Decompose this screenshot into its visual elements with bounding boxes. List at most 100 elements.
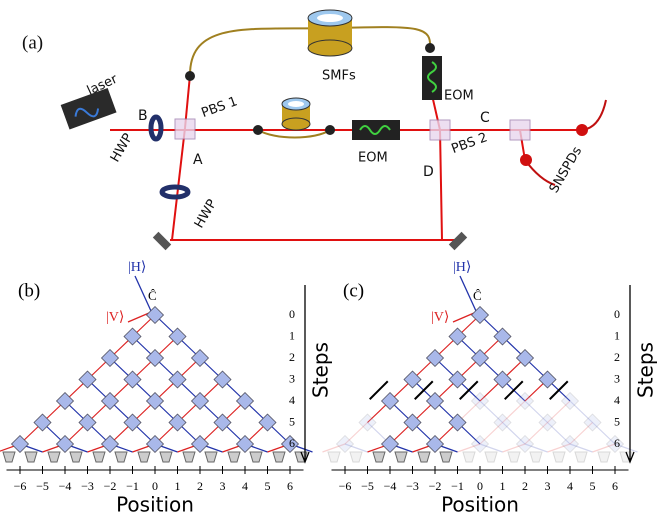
barrier	[369, 380, 389, 400]
step-tick-label: 0	[289, 307, 295, 321]
detector	[529, 451, 543, 463]
detector	[272, 451, 286, 463]
coin-label: Ĉ	[148, 288, 157, 303]
beam-splitter	[448, 413, 467, 432]
position-tick-label: 0	[477, 479, 483, 493]
position-tick-label: −5	[361, 479, 374, 493]
beam-splitter	[538, 370, 557, 389]
input-beam	[452, 312, 475, 323]
position-tick-label: 5	[265, 479, 271, 493]
step-tick-label: 3	[614, 371, 620, 385]
detector	[484, 451, 498, 463]
beam-splitter	[280, 434, 300, 454]
beam-splitter	[55, 434, 75, 454]
beam-path	[502, 400, 526, 423]
label: C	[480, 110, 490, 126]
coin-label: Ĉ	[473, 288, 482, 303]
input-beam	[127, 312, 150, 323]
beam-splitter	[145, 348, 165, 368]
beam-splitter	[560, 434, 580, 454]
mirror	[152, 231, 468, 251]
beam-splitter	[100, 348, 120, 368]
input-label: |H⟩	[453, 260, 471, 275]
detector	[137, 451, 151, 463]
fiber-spool	[281, 97, 311, 131]
beam-splitter	[470, 348, 490, 368]
panel-label: (a)	[22, 32, 43, 53]
label: EOM	[444, 89, 474, 104]
position-tick-label: 2	[197, 479, 203, 493]
label: HWP	[192, 197, 220, 231]
detector	[24, 451, 38, 463]
detector	[574, 451, 588, 463]
steps-axis	[625, 285, 635, 464]
beam-splitter	[515, 391, 535, 411]
label: B	[138, 108, 148, 124]
position-tick-label: −2	[104, 479, 117, 493]
beam-path	[547, 443, 571, 453]
beam-splitter	[190, 348, 210, 368]
detector	[69, 451, 83, 463]
beam-splitter	[123, 413, 142, 432]
walk-panel: (c)|H⟩Ĉ|V⟩−6 −5 −4 −3 −2 −1 0 1 2 3 4 5 6Position012…	[322, 260, 658, 516]
beam-splitter	[213, 370, 232, 389]
barrier	[459, 380, 479, 400]
beam-splitter	[213, 413, 232, 432]
input-label: |V⟩	[431, 310, 449, 325]
detector	[462, 451, 476, 463]
beam-splitter	[10, 434, 30, 454]
step-tick-label: 2	[289, 350, 295, 364]
beam-splitter	[78, 370, 97, 389]
position-tick-label: 0	[152, 479, 158, 493]
step-tick-label: 3	[289, 371, 295, 385]
position-tick-label: 4	[567, 479, 573, 493]
beam-path	[547, 400, 571, 423]
axis-title: Position	[441, 493, 519, 516]
steps-axis	[300, 285, 310, 464]
laser-box	[60, 87, 117, 130]
label: SNSPDs	[547, 144, 586, 196]
detector	[372, 451, 386, 463]
step-tick-label: 1	[614, 328, 620, 342]
beam-path	[457, 443, 481, 453]
panel-label: (c)	[343, 280, 364, 301]
label: SMFs	[322, 69, 356, 84]
detector	[204, 451, 218, 463]
axis-title: Steps	[309, 342, 333, 398]
position-tick-label: −1	[451, 479, 464, 493]
beam-splitter	[100, 391, 120, 411]
detector	[47, 451, 61, 463]
beam-path	[524, 400, 548, 423]
detector	[417, 451, 431, 463]
axis-title: Position	[116, 493, 194, 516]
beam-splitter	[123, 370, 142, 389]
input-beam	[459, 275, 477, 312]
beam-splitter	[403, 413, 422, 432]
detector	[507, 451, 521, 463]
beam-path	[322, 443, 346, 453]
input-label: |H⟩	[128, 260, 146, 275]
beam-splitter	[145, 434, 165, 454]
beam-splitter	[335, 434, 355, 454]
beam-splitter	[235, 434, 255, 454]
beam-splitter	[33, 413, 52, 432]
label: D	[423, 164, 434, 180]
position-tick-label: −4	[384, 479, 397, 493]
beam-splitter	[448, 370, 467, 389]
label: PBS 1	[199, 94, 239, 121]
step-tick-label: 1	[289, 328, 295, 342]
pbs-cube	[174, 118, 531, 141]
beam-splitter	[235, 391, 255, 411]
step-tick-label: 5	[614, 414, 620, 428]
position-tick-label: −2	[429, 479, 442, 493]
beam-splitter	[583, 413, 602, 432]
beam-path	[479, 400, 503, 423]
position-tick-label: 4	[242, 479, 248, 493]
beam-splitter	[123, 327, 142, 346]
position-tick-label: 3	[545, 479, 551, 493]
beam-path	[592, 422, 616, 445]
beam-splitter	[493, 370, 512, 389]
position-tick-label: −3	[81, 479, 94, 493]
beam-splitter	[190, 391, 210, 411]
